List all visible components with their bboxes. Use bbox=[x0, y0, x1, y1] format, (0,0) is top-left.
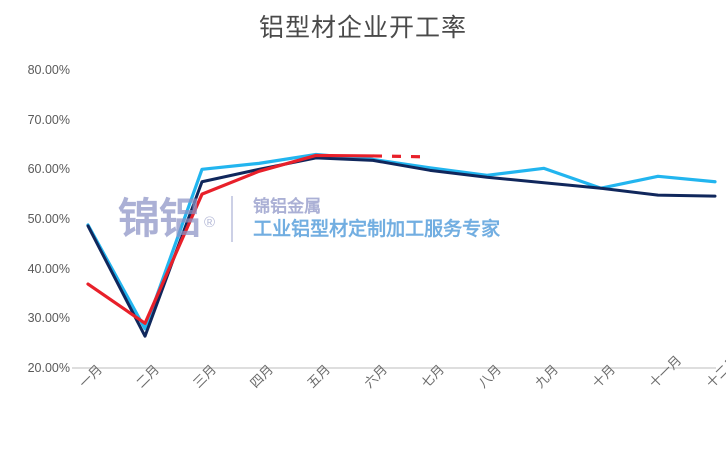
x-axis-tick-label: 六月 bbox=[361, 362, 391, 392]
chart-title: 铝型材企业开工率 bbox=[258, 13, 467, 42]
x-axis-tick-label: 八月 bbox=[475, 362, 505, 392]
y-axis-tick-label: 70.00% bbox=[27, 112, 70, 127]
x-axis-tick-label: 十一月 bbox=[646, 353, 686, 392]
y-axis-tick-label: 50.00% bbox=[27, 212, 70, 226]
y-axis-tick-label: 80.00% bbox=[27, 63, 70, 77]
x-axis-tick-label: 五月 bbox=[304, 362, 334, 392]
y-axis-tick-label: 20.00% bbox=[27, 361, 70, 375]
x-axis-tick-label: 二月 bbox=[133, 362, 163, 392]
x-axis-tick-label: 十月 bbox=[589, 362, 619, 392]
x-axis-tick-label: 九月 bbox=[532, 362, 562, 392]
y-axis-tick-label: 60.00% bbox=[27, 162, 70, 177]
x-axis-tick-label: 三月 bbox=[190, 362, 220, 392]
y-axis-tick-label: 40.00% bbox=[27, 261, 70, 276]
y-axis-tick-label: 30.00% bbox=[27, 311, 70, 326]
x-axis-tick-label: 一月 bbox=[76, 362, 106, 392]
x-axis-tick-label: 四月 bbox=[247, 362, 277, 392]
y-axis: 80.00% 70.00% 60.00% 50.00% 40.00% 30.00% 20.0… bbox=[0, 0, 70, 450]
x-axis-tick-label: 十二月 bbox=[703, 353, 726, 392]
x-axis-tick-label: 七月 bbox=[418, 362, 448, 392]
